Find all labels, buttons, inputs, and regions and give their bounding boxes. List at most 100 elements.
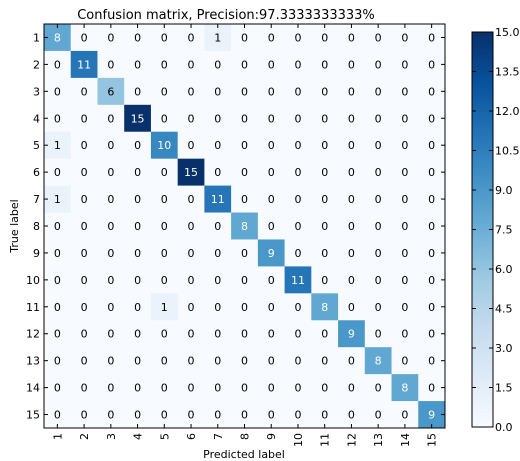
matrix-cell bbox=[284, 131, 312, 160]
matrix-cell bbox=[70, 77, 98, 106]
y-tick-label: 14 bbox=[26, 382, 40, 395]
matrix-cell bbox=[284, 293, 312, 321]
x-tick-label: 4 bbox=[132, 433, 145, 440]
matrix-cell bbox=[97, 158, 125, 187]
cell-value: 0 bbox=[401, 193, 408, 206]
y-tick-label: 4 bbox=[33, 112, 40, 125]
cell-value: 0 bbox=[54, 58, 61, 71]
cell-value: 0 bbox=[294, 58, 301, 71]
cell-value: 0 bbox=[161, 409, 168, 422]
matrix-cell bbox=[177, 401, 205, 429]
cell-value: 0 bbox=[348, 409, 355, 422]
cell-value: 0 bbox=[375, 220, 382, 233]
matrix-cell bbox=[204, 320, 232, 348]
matrix-cell bbox=[70, 266, 98, 294]
matrix-cell bbox=[204, 212, 232, 240]
cell-value: 0 bbox=[188, 112, 195, 125]
cell-value: 0 bbox=[241, 328, 248, 341]
colorbar-tick-label: 15.0 bbox=[495, 26, 520, 39]
matrix-cell bbox=[231, 239, 259, 267]
cell-value: 0 bbox=[107, 409, 114, 422]
matrix-cell bbox=[391, 212, 419, 240]
cell-value: 0 bbox=[321, 166, 328, 179]
matrix-cell bbox=[338, 185, 366, 214]
matrix-cell bbox=[418, 293, 446, 321]
cell-value: 0 bbox=[54, 409, 61, 422]
colorbar-tick-label: 10.5 bbox=[495, 145, 520, 158]
matrix-cell bbox=[311, 50, 339, 79]
matrix-cell bbox=[284, 239, 312, 267]
cell-value: 0 bbox=[241, 31, 248, 44]
cell-value: 0 bbox=[428, 139, 435, 152]
matrix-cell bbox=[204, 266, 232, 294]
matrix-cell bbox=[70, 185, 98, 214]
matrix-cell bbox=[204, 239, 232, 267]
cell-value: 0 bbox=[268, 382, 275, 395]
cell-value: 0 bbox=[81, 112, 88, 125]
cell-value: 0 bbox=[161, 112, 168, 125]
matrix-cell bbox=[44, 293, 72, 321]
matrix-cell bbox=[44, 131, 72, 160]
matrix-cell bbox=[364, 131, 393, 160]
cell-value: 0 bbox=[107, 139, 114, 152]
cell-value: 0 bbox=[268, 220, 275, 233]
cell-value: 0 bbox=[268, 328, 275, 341]
colorbar-ticks: 15.0 13.5 12.0 10.5 9.0 7.5 6.0 4.5 3.0 1.5 0.0 bbox=[472, 26, 520, 434]
cell-value: 0 bbox=[401, 139, 408, 152]
matrix-cell bbox=[364, 293, 393, 321]
cell-value: 0 bbox=[134, 193, 141, 206]
matrix-cell bbox=[418, 185, 446, 214]
matrix-cell bbox=[177, 266, 205, 294]
matrix-cell bbox=[338, 158, 366, 187]
cell-value: 0 bbox=[241, 301, 248, 314]
cell-value: 0 bbox=[348, 112, 355, 125]
matrix-cell bbox=[257, 104, 286, 133]
cell-value: 0 bbox=[107, 247, 114, 260]
cell-value: 0 bbox=[428, 382, 435, 395]
cell-value: 0 bbox=[81, 193, 88, 206]
matrix-cell bbox=[364, 50, 393, 79]
cell-value: 0 bbox=[161, 274, 168, 287]
matrix-cell bbox=[311, 266, 339, 294]
cell-value: 0 bbox=[241, 139, 248, 152]
matrix-cell bbox=[391, 293, 419, 321]
cell-value: 0 bbox=[134, 166, 141, 179]
matrix-cell bbox=[364, 401, 393, 429]
cell-value: 1 bbox=[54, 139, 61, 152]
matrix-cell bbox=[257, 77, 286, 106]
matrix-cell bbox=[70, 374, 98, 402]
matrix-cell bbox=[44, 212, 72, 240]
matrix-cell bbox=[311, 347, 339, 375]
matrix-cell bbox=[257, 158, 286, 187]
cell-value: 0 bbox=[241, 193, 248, 206]
matrix-cell bbox=[311, 212, 339, 240]
cell-value: 0 bbox=[161, 193, 168, 206]
x-tick-label: 14 bbox=[399, 433, 412, 447]
matrix-cell bbox=[418, 347, 446, 375]
matrix-cell bbox=[311, 374, 339, 402]
matrix-cell bbox=[150, 266, 179, 294]
matrix-cell bbox=[177, 131, 205, 160]
cell-value: 0 bbox=[375, 301, 382, 314]
matrix-cell bbox=[257, 320, 286, 348]
matrix-cell bbox=[311, 239, 339, 267]
cell-value: 0 bbox=[54, 301, 61, 314]
cell-value: 0 bbox=[81, 220, 88, 233]
cell-value: 0 bbox=[107, 301, 114, 314]
matrix-cell bbox=[231, 320, 259, 348]
cell-value: 0 bbox=[214, 58, 221, 71]
matrix-cell bbox=[338, 104, 366, 133]
cell-value: 0 bbox=[54, 274, 61, 287]
cell-value: 0 bbox=[188, 301, 195, 314]
matrix-cell bbox=[391, 185, 419, 214]
cell-value: 0 bbox=[294, 31, 301, 44]
matrix-cell bbox=[97, 347, 125, 375]
matrix-cell bbox=[311, 158, 339, 187]
cell-value: 0 bbox=[134, 58, 141, 71]
matrix-cell bbox=[391, 266, 419, 294]
matrix-cell bbox=[257, 239, 286, 267]
cell-value: 0 bbox=[161, 58, 168, 71]
matrix-cell bbox=[177, 185, 205, 214]
cell-value: 9 bbox=[348, 328, 355, 341]
